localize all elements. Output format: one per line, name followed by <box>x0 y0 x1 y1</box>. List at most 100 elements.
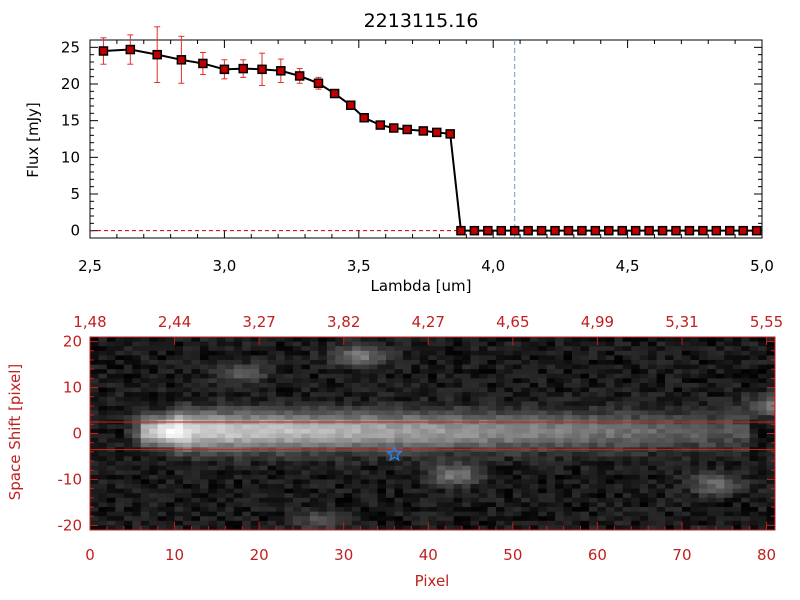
heatmap-cell <box>741 433 751 439</box>
heatmap-cell <box>495 493 505 499</box>
heatmap-cell <box>631 359 641 365</box>
heatmap-cell <box>648 502 658 508</box>
heatmap-cell <box>419 484 429 490</box>
heatmap-cell <box>538 355 548 361</box>
heatmap-cell <box>276 428 285 434</box>
heatmap-cell <box>698 355 708 361</box>
heatmap-cell <box>369 405 378 411</box>
heatmap-cell <box>462 337 471 342</box>
heatmap-cell <box>690 525 700 531</box>
heatmap-cell <box>479 387 488 393</box>
heatmap-cell <box>453 410 463 416</box>
heatmap-cell <box>411 497 421 503</box>
heatmap-cell <box>487 387 497 393</box>
heatmap-cell <box>428 461 438 467</box>
heatmap-cell <box>140 525 150 531</box>
heatmap-cell <box>436 470 446 476</box>
heatmap-cell <box>276 341 285 347</box>
heatmap-cell <box>369 474 378 480</box>
heatmap-cell <box>436 355 446 361</box>
heatmap-cell <box>335 451 345 457</box>
heatmap-cell <box>157 424 167 430</box>
heatmap-cell <box>343 474 353 480</box>
heatmap-cell <box>724 355 734 361</box>
heatmap-cell <box>445 470 455 476</box>
heatmap-cell <box>411 355 421 361</box>
heatmap-cell <box>681 461 691 467</box>
heatmap-cell <box>242 516 252 522</box>
heatmap-cell <box>521 507 531 513</box>
heatmap-cell <box>90 350 99 356</box>
heatmap-cell <box>377 516 387 522</box>
heatmap-cell <box>326 378 336 384</box>
heatmap-cell <box>343 364 353 370</box>
heatmap-cell <box>191 364 201 370</box>
heatmap-cell <box>377 479 387 485</box>
heatmap-cell <box>707 341 717 347</box>
heatmap-cell <box>259 378 268 384</box>
heatmap-cell <box>580 474 590 480</box>
heatmap-cell <box>402 410 412 416</box>
heatmap-cell <box>504 516 514 522</box>
heatmap-cell <box>335 497 345 503</box>
flux-marker <box>617 225 627 236</box>
heatmap-cell <box>631 396 641 402</box>
heatmap-cell <box>555 337 564 342</box>
heatmap-cell <box>233 493 243 499</box>
heatmap-cell <box>749 364 759 370</box>
heatmap-cell <box>487 401 497 407</box>
heatmap-cell <box>529 355 539 361</box>
heatmap-cell <box>504 507 514 513</box>
heatmap-cell <box>487 369 497 375</box>
heatmap-cell <box>191 438 201 444</box>
heatmap-cell <box>394 428 404 434</box>
heatmap-cell <box>276 337 285 342</box>
heatmap-cell <box>301 378 311 384</box>
heatmap-cell <box>199 378 209 384</box>
heatmap-cell <box>318 520 328 526</box>
heatmap-cell <box>521 424 531 430</box>
heatmap-cell <box>487 488 497 494</box>
heatmap-cell <box>639 451 649 457</box>
heatmap-cell <box>453 502 463 508</box>
heatmap-cell <box>250 488 260 494</box>
heatmap-cell <box>191 451 201 457</box>
heatmap-cell <box>385 424 395 430</box>
heatmap-cell <box>174 364 184 370</box>
heatmap-cell <box>394 382 404 388</box>
heatmap-cell <box>487 346 497 352</box>
heatmap-cell <box>605 461 615 467</box>
heatmap-cell <box>292 401 302 407</box>
heatmap-cell <box>580 511 590 517</box>
heatmap-cell <box>732 484 742 490</box>
heatmap-cell <box>318 373 328 379</box>
heatmap-cell <box>149 401 159 407</box>
heatmap-cell <box>436 438 446 444</box>
heatmap-cell <box>656 479 666 485</box>
flux-marker <box>198 58 208 69</box>
heatmap-cell <box>326 346 336 352</box>
heatmap-cell <box>546 493 556 499</box>
heatmap-cell <box>487 424 497 430</box>
heatmap-cell <box>639 516 649 522</box>
heatmap-cell <box>766 470 776 476</box>
heatmap-cell <box>758 442 767 448</box>
heatmap-cell <box>149 456 159 462</box>
heatmap-cell <box>665 474 674 480</box>
heatmap-cell <box>123 438 133 444</box>
heatmap-cell <box>749 438 759 444</box>
heatmap-cell <box>470 387 480 393</box>
heatmap-cell <box>665 341 674 347</box>
heatmap-cell <box>580 470 590 476</box>
heatmap-cell <box>707 488 717 494</box>
heatmap-cell <box>369 415 378 421</box>
heatmap-cell <box>191 488 201 494</box>
heatmap-cell <box>715 396 725 402</box>
heatmap-cell <box>276 346 285 352</box>
heatmap-cell <box>419 465 429 471</box>
heatmap-cell <box>605 350 615 356</box>
heatmap-cell <box>428 470 438 476</box>
heatmap-cell <box>428 456 438 462</box>
heatmap-cell <box>479 497 488 503</box>
heatmap-cell <box>284 488 294 494</box>
